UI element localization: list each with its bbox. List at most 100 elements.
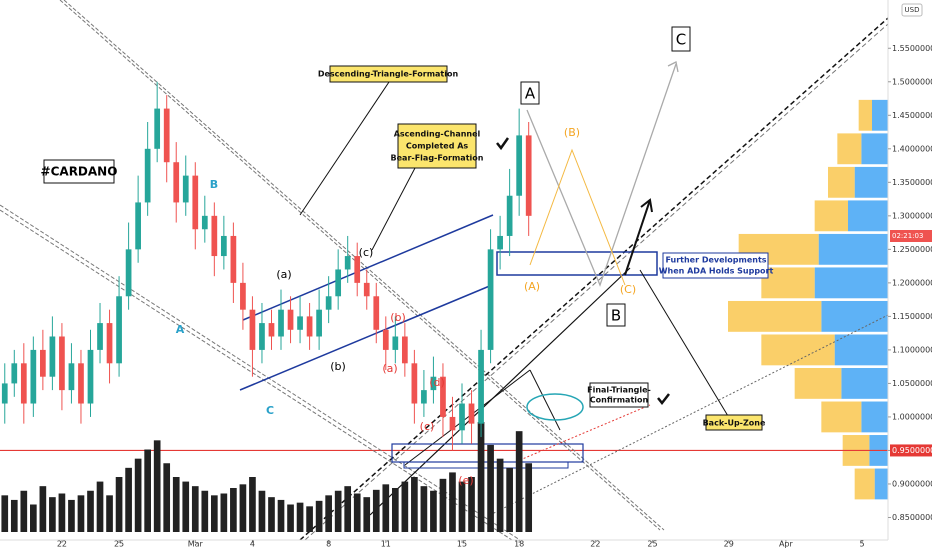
- volume-bar: [30, 504, 37, 532]
- x-tick-label: 8: [326, 540, 331, 549]
- volume-bar: [525, 463, 533, 532]
- volume-bar: [87, 490, 94, 532]
- profile-sell: [794, 367, 842, 399]
- wave-label: (c): [359, 246, 374, 259]
- y-tick-label: 0.95000000: [892, 446, 932, 455]
- note: Final-Triangle-: [587, 386, 651, 395]
- volume-bar: [315, 500, 323, 532]
- wave-label: (c): [420, 420, 435, 433]
- volume-bar: [277, 499, 285, 532]
- volume-bar: [220, 493, 228, 532]
- candle-body: [382, 329, 389, 350]
- candle-body: [497, 235, 503, 250]
- volume-bar: [487, 444, 494, 532]
- price-tag: [890, 444, 932, 457]
- profile-buy: [848, 200, 888, 232]
- wave-label: C: [266, 404, 274, 417]
- candle-body: [354, 256, 361, 283]
- candle-body: [154, 108, 161, 149]
- note: Further Developments: [665, 256, 766, 265]
- y-tick-label: 1.05000000: [892, 379, 932, 388]
- volume-bar: [287, 504, 294, 532]
- volume-bar: [468, 477, 475, 532]
- volume-bar: [477, 422, 485, 532]
- candle-body: [87, 349, 94, 404]
- y-tick-label: 1.20000000: [892, 278, 932, 287]
- wave-box: [520, 81, 540, 105]
- candle-body: [78, 363, 84, 404]
- x-tick-label: 22: [57, 540, 67, 549]
- volume-bar: [382, 484, 390, 532]
- wave-label: A: [525, 85, 536, 103]
- volume-bar: [182, 481, 190, 532]
- x-tick-label: 22: [590, 540, 600, 549]
- candle-body: [297, 316, 303, 330]
- volume-bar: [391, 488, 399, 532]
- candle-body: [268, 323, 275, 337]
- candle-body: [478, 349, 484, 424]
- wave-label: (a): [276, 268, 291, 281]
- y-tick-label: 1.35000000: [892, 178, 932, 187]
- volume-bar: [296, 502, 304, 532]
- y-tick-label: 1.30000000: [892, 211, 932, 220]
- candle-body: [211, 215, 218, 257]
- volume-bar: [96, 481, 104, 532]
- wave-label: (d): [429, 376, 445, 389]
- volume-bar: [430, 490, 437, 532]
- volume-bar: [420, 486, 428, 532]
- candle-body: [97, 323, 103, 350]
- note: Descending-Triangle-Formation: [318, 70, 459, 79]
- candle-body: [411, 363, 418, 404]
- volume-bar: [401, 481, 409, 532]
- volume-bar: [68, 499, 75, 532]
- candle-body: [249, 309, 256, 350]
- candle-body: [316, 309, 322, 337]
- profile-sell: [854, 468, 875, 500]
- currency: USD: [905, 6, 920, 14]
- candle-body: [525, 135, 532, 216]
- wave-label: (b): [390, 311, 406, 324]
- candle-body: [259, 323, 265, 350]
- candle-body: [11, 363, 18, 384]
- y-tick-label: 1.50000000: [892, 77, 932, 86]
- y-tick-label: 1.00000000: [892, 412, 932, 421]
- candle-body: [30, 349, 37, 404]
- candle-body: [449, 416, 456, 431]
- note-box: [705, 414, 763, 431]
- x-tick-label: 5: [860, 540, 865, 549]
- candles: [1, 81, 533, 532]
- profile-buy: [834, 334, 888, 366]
- axis-layer: 0.85000000 0.90000000 0.95000000 1.00000000…: [57, 44, 932, 549]
- candle-body: [125, 249, 132, 297]
- profile-buy: [861, 133, 888, 165]
- countdown-tag: [890, 230, 932, 242]
- wave-label: (A): [524, 280, 540, 293]
- candle-body: [163, 108, 170, 163]
- volume-bar: [1, 495, 9, 532]
- wave-label: (B): [564, 126, 580, 139]
- note-box: [662, 252, 769, 279]
- candle-body: [363, 282, 370, 297]
- volume-bar: [506, 467, 513, 532]
- volume-bar: [134, 458, 142, 532]
- y-tick-label: 0.85000000: [892, 513, 932, 522]
- note: Back-Up-Zone: [703, 419, 766, 428]
- candle-body: [182, 175, 189, 203]
- volume-bar: [172, 477, 180, 532]
- candle-body: [325, 296, 332, 310]
- volume-bar: [439, 478, 447, 532]
- x-tick-label: 15: [457, 540, 467, 549]
- candle-body: [135, 202, 141, 250]
- candle-body: [40, 349, 46, 377]
- wave-label: (C): [620, 283, 636, 296]
- candle-body: [440, 376, 446, 417]
- note-box: [329, 65, 448, 83]
- profile-sell: [761, 267, 815, 299]
- candle-body: [335, 269, 342, 297]
- y-tick-label: 1.55000000: [892, 44, 932, 53]
- x-tick-label: Apr: [779, 540, 794, 549]
- wave-label: B: [210, 178, 218, 191]
- candle-body: [59, 336, 65, 391]
- candle-body: [306, 316, 313, 337]
- candle-body: [201, 215, 208, 230]
